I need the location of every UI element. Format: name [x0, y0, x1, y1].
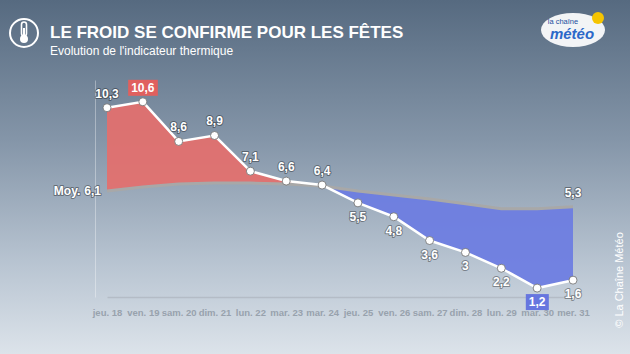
data-label: 1,6	[565, 287, 582, 301]
x-tick: jeu. 25	[343, 297, 374, 318]
background	[0, 0, 630, 354]
data-label: 6,1	[84, 184, 101, 198]
point	[426, 237, 434, 245]
x-tick-label: ven. 26	[378, 307, 410, 318]
title: LE FROID SE CONFIRME POUR LES FÊTES	[50, 23, 403, 42]
data-label: 8,6	[170, 120, 187, 134]
x-tick-label: dim. 21	[199, 307, 232, 318]
data-label: 4,8	[385, 224, 402, 238]
point	[497, 264, 505, 272]
label-box	[128, 80, 158, 96]
x-tick: dim. 28	[450, 297, 483, 318]
data-label: 2,2	[493, 275, 510, 289]
x-tick-label: sam. 20	[162, 307, 197, 318]
normal-line	[107, 183, 573, 209]
x-tick: dim. 21	[199, 297, 232, 318]
data-label: 10,3	[95, 87, 119, 101]
point	[354, 199, 362, 207]
data-label: 6,6	[278, 160, 295, 174]
chart: LE FROID SE CONFIRME POUR LES FÊTES Evolu…	[0, 0, 630, 354]
x-tick: jeu. 18	[92, 297, 123, 318]
area-above	[107, 102, 573, 288]
data-label: 3,6	[421, 248, 438, 262]
label-box	[526, 294, 549, 310]
data-label: 10,6	[131, 81, 155, 95]
point	[282, 177, 290, 185]
x-tick: mar. 23	[270, 297, 303, 318]
data-label: 3	[462, 259, 469, 273]
x-tick-label: jeu. 18	[92, 307, 123, 318]
point	[175, 137, 183, 145]
x-tick: ven. 26	[378, 297, 410, 318]
thermometer-icon	[10, 19, 38, 47]
x-tick-label: dim. 28	[450, 307, 483, 318]
x-tick-label: mar. 24	[306, 307, 339, 318]
x-tick-label: sam. 27	[413, 307, 448, 318]
copyright: © La Chaîne Météo	[613, 232, 625, 328]
logo-text: météo	[550, 25, 594, 42]
legend-name: Moy.	[54, 184, 80, 198]
point	[461, 248, 469, 256]
plot-area	[103, 98, 577, 292]
x-tick: mar. 24	[306, 297, 339, 318]
x-tick: lun. 29	[487, 297, 517, 318]
x-tick-label: lun. 29	[487, 307, 517, 318]
temperature-line	[107, 102, 573, 288]
data-label: 5,5	[350, 210, 367, 224]
x-tick-label: mar. 23	[270, 307, 303, 318]
point	[569, 276, 577, 284]
data-label: 7,1	[242, 150, 259, 164]
point	[390, 213, 398, 221]
logo: la chaînemétéo	[541, 12, 605, 47]
point	[139, 98, 147, 106]
labels: 10,3 10,6 8,6 8,9 7,1 6,6 6,4 5,5 4,8 3,6 3 2,2 1,2 1…	[54, 80, 582, 310]
x-tick: lun. 22	[236, 297, 266, 318]
point	[533, 284, 541, 292]
area-below	[107, 102, 573, 288]
x-tick-label: mer. 31	[557, 307, 590, 318]
point	[246, 167, 254, 175]
x-tick: sam. 20	[162, 297, 197, 318]
subtitle: Evolution de l'indicateur thermique	[50, 44, 233, 58]
x-tick-label: jeu. 25	[343, 307, 374, 318]
point	[318, 181, 326, 189]
x-tick-label: lun. 22	[236, 307, 266, 318]
data-label: 8,9	[206, 114, 223, 128]
x-tick-label: ven. 19	[127, 307, 159, 318]
x-axis: jeu. 18 ven. 19sam. 20dim. 21 lun. 22 mar. …	[92, 297, 591, 318]
data-label: 1,2	[529, 295, 546, 309]
point	[103, 104, 111, 112]
x-axis-line	[108, 297, 574, 299]
point	[211, 131, 219, 139]
data-label: 6,4	[314, 164, 331, 178]
x-tick: ven. 19	[127, 297, 159, 318]
x-tick: sam. 27	[413, 297, 448, 318]
data-label: 5,3	[565, 186, 582, 200]
normal-label: Moy. 6,1	[54, 184, 101, 198]
